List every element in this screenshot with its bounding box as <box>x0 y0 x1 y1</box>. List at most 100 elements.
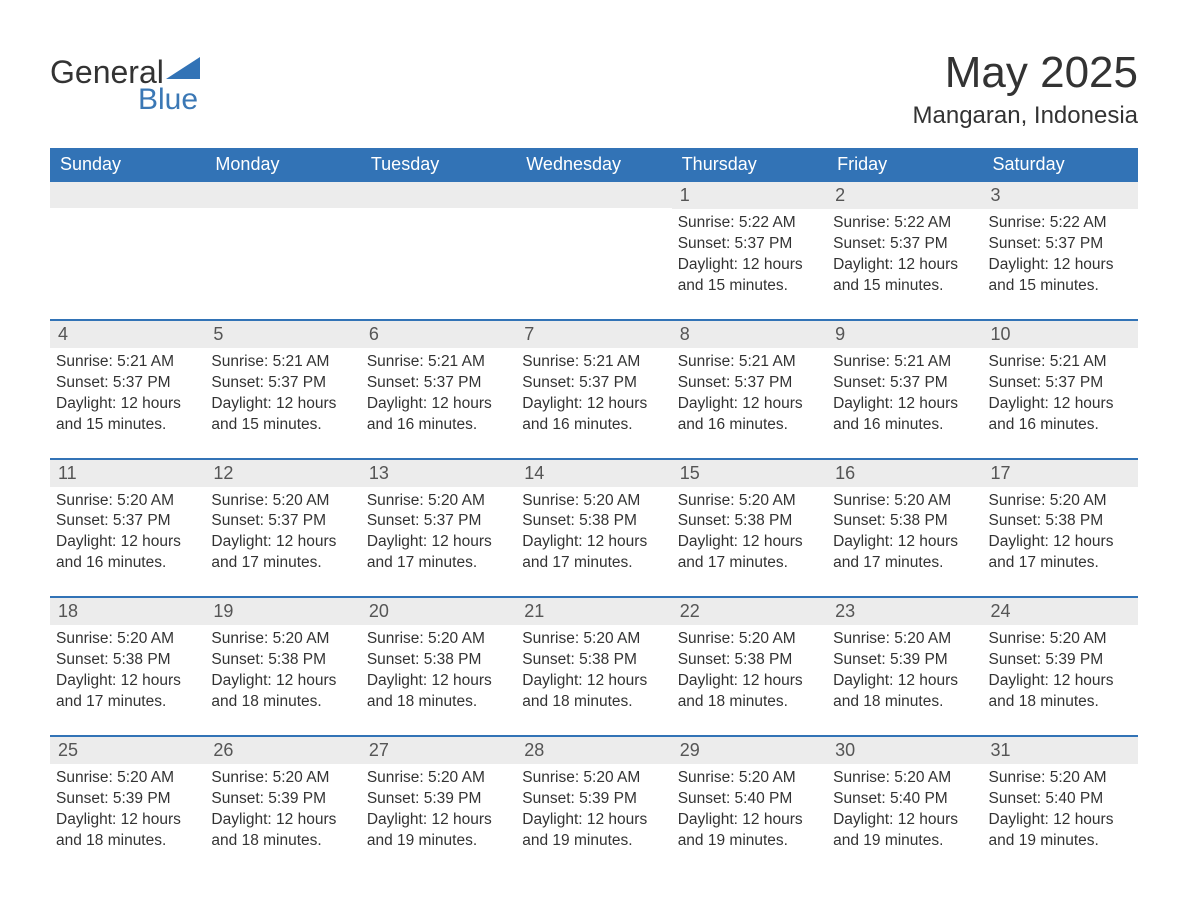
sunrise-line: Sunrise: 5:22 AM <box>989 213 1130 234</box>
day-number: 29 <box>672 737 827 764</box>
sunset-line: Sunset: 5:37 PM <box>56 373 197 394</box>
day-number: 22 <box>672 598 827 625</box>
brand-word2: Blue <box>50 83 200 117</box>
day-number: 16 <box>827 460 982 487</box>
day-cell <box>361 182 516 319</box>
day-body: Sunrise: 5:22 AMSunset: 5:37 PMDaylight:… <box>827 209 982 319</box>
day-body: Sunrise: 5:20 AMSunset: 5:38 PMDaylight:… <box>827 487 982 597</box>
sunrise-line: Sunrise: 5:20 AM <box>56 629 197 650</box>
sunrise-line: Sunrise: 5:20 AM <box>56 768 197 789</box>
daylight-line: Daylight: 12 hours and 17 minutes. <box>522 532 663 574</box>
brand-logo: General Blue <box>50 50 200 117</box>
day-body: Sunrise: 5:21 AMSunset: 5:37 PMDaylight:… <box>827 348 982 458</box>
sunrise-line: Sunrise: 5:20 AM <box>989 491 1130 512</box>
day-cell: 3Sunrise: 5:22 AMSunset: 5:37 PMDaylight… <box>983 182 1138 319</box>
day-cell <box>50 182 205 319</box>
daylight-line: Daylight: 12 hours and 17 minutes. <box>211 532 352 574</box>
sunset-line: Sunset: 5:37 PM <box>211 373 352 394</box>
sunrise-line: Sunrise: 5:20 AM <box>678 629 819 650</box>
day-number <box>205 182 360 208</box>
day-cell: 31Sunrise: 5:20 AMSunset: 5:40 PMDayligh… <box>983 737 1138 874</box>
daylight-line: Daylight: 12 hours and 16 minutes. <box>56 532 197 574</box>
sunset-line: Sunset: 5:39 PM <box>211 789 352 810</box>
day-body: Sunrise: 5:21 AMSunset: 5:37 PMDaylight:… <box>205 348 360 458</box>
day-cell: 5Sunrise: 5:21 AMSunset: 5:37 PMDaylight… <box>205 321 360 458</box>
sunset-line: Sunset: 5:38 PM <box>678 650 819 671</box>
header: General Blue May 2025 Mangaran, Indonesi… <box>50 50 1138 130</box>
sunset-line: Sunset: 5:38 PM <box>522 650 663 671</box>
daylight-line: Daylight: 12 hours and 18 minutes. <box>833 671 974 713</box>
day-cell: 8Sunrise: 5:21 AMSunset: 5:37 PMDaylight… <box>672 321 827 458</box>
dow-monday: Monday <box>205 148 360 182</box>
sunrise-line: Sunrise: 5:20 AM <box>211 629 352 650</box>
sunrise-line: Sunrise: 5:20 AM <box>522 629 663 650</box>
day-cell: 12Sunrise: 5:20 AMSunset: 5:37 PMDayligh… <box>205 460 360 597</box>
sunset-line: Sunset: 5:39 PM <box>989 650 1130 671</box>
dow-tuesday: Tuesday <box>361 148 516 182</box>
day-number: 3 <box>983 182 1138 209</box>
day-number: 5 <box>205 321 360 348</box>
sunset-line: Sunset: 5:39 PM <box>367 789 508 810</box>
day-body: Sunrise: 5:20 AMSunset: 5:38 PMDaylight:… <box>361 625 516 735</box>
day-body: Sunrise: 5:21 AMSunset: 5:37 PMDaylight:… <box>50 348 205 458</box>
daylight-line: Daylight: 12 hours and 17 minutes. <box>833 532 974 574</box>
week-row: 18Sunrise: 5:20 AMSunset: 5:38 PMDayligh… <box>50 596 1138 735</box>
daylight-line: Daylight: 12 hours and 15 minutes. <box>833 255 974 297</box>
day-body: Sunrise: 5:22 AMSunset: 5:37 PMDaylight:… <box>672 209 827 319</box>
day-number: 7 <box>516 321 671 348</box>
day-number: 10 <box>983 321 1138 348</box>
day-body: Sunrise: 5:20 AMSunset: 5:37 PMDaylight:… <box>361 487 516 597</box>
sunrise-line: Sunrise: 5:21 AM <box>678 352 819 373</box>
sunset-line: Sunset: 5:38 PM <box>522 511 663 532</box>
day-body: Sunrise: 5:20 AMSunset: 5:39 PMDaylight:… <box>983 625 1138 735</box>
sunrise-line: Sunrise: 5:20 AM <box>833 491 974 512</box>
sunrise-line: Sunrise: 5:20 AM <box>833 768 974 789</box>
day-number: 11 <box>50 460 205 487</box>
day-body: Sunrise: 5:20 AMSunset: 5:40 PMDaylight:… <box>672 764 827 874</box>
sunrise-line: Sunrise: 5:20 AM <box>56 491 197 512</box>
day-cell <box>205 182 360 319</box>
day-cell: 1Sunrise: 5:22 AMSunset: 5:37 PMDaylight… <box>672 182 827 319</box>
week-row: 11Sunrise: 5:20 AMSunset: 5:37 PMDayligh… <box>50 458 1138 597</box>
sunset-line: Sunset: 5:37 PM <box>367 373 508 394</box>
day-number: 26 <box>205 737 360 764</box>
daylight-line: Daylight: 12 hours and 19 minutes. <box>833 810 974 852</box>
day-body <box>205 208 360 316</box>
day-body: Sunrise: 5:20 AMSunset: 5:38 PMDaylight:… <box>672 487 827 597</box>
day-cell: 15Sunrise: 5:20 AMSunset: 5:38 PMDayligh… <box>672 460 827 597</box>
day-body <box>50 208 205 316</box>
day-body: Sunrise: 5:20 AMSunset: 5:38 PMDaylight:… <box>205 625 360 735</box>
sunset-line: Sunset: 5:37 PM <box>211 511 352 532</box>
dow-thursday: Thursday <box>672 148 827 182</box>
sunset-line: Sunset: 5:38 PM <box>56 650 197 671</box>
daylight-line: Daylight: 12 hours and 18 minutes. <box>211 671 352 713</box>
daylight-line: Daylight: 12 hours and 15 minutes. <box>989 255 1130 297</box>
daylight-line: Daylight: 12 hours and 18 minutes. <box>367 671 508 713</box>
day-number <box>50 182 205 208</box>
day-number: 25 <box>50 737 205 764</box>
day-number: 6 <box>361 321 516 348</box>
daylight-line: Daylight: 12 hours and 16 minutes. <box>522 394 663 436</box>
day-number: 9 <box>827 321 982 348</box>
calendar: Sunday Monday Tuesday Wednesday Thursday… <box>50 148 1138 873</box>
week-row: 4Sunrise: 5:21 AMSunset: 5:37 PMDaylight… <box>50 319 1138 458</box>
sunrise-line: Sunrise: 5:20 AM <box>989 768 1130 789</box>
day-body: Sunrise: 5:20 AMSunset: 5:37 PMDaylight:… <box>205 487 360 597</box>
day-number: 2 <box>827 182 982 209</box>
day-cell <box>516 182 671 319</box>
daylight-line: Daylight: 12 hours and 16 minutes. <box>989 394 1130 436</box>
day-cell: 4Sunrise: 5:21 AMSunset: 5:37 PMDaylight… <box>50 321 205 458</box>
daylight-line: Daylight: 12 hours and 17 minutes. <box>989 532 1130 574</box>
day-cell: 9Sunrise: 5:21 AMSunset: 5:37 PMDaylight… <box>827 321 982 458</box>
day-body: Sunrise: 5:20 AMSunset: 5:38 PMDaylight:… <box>516 625 671 735</box>
day-cell: 22Sunrise: 5:20 AMSunset: 5:38 PMDayligh… <box>672 598 827 735</box>
daylight-line: Daylight: 12 hours and 17 minutes. <box>678 532 819 574</box>
sunset-line: Sunset: 5:37 PM <box>833 234 974 255</box>
sunrise-line: Sunrise: 5:20 AM <box>367 491 508 512</box>
sunset-line: Sunset: 5:37 PM <box>56 511 197 532</box>
sunset-line: Sunset: 5:40 PM <box>678 789 819 810</box>
day-body: Sunrise: 5:20 AMSunset: 5:38 PMDaylight:… <box>983 487 1138 597</box>
sunrise-line: Sunrise: 5:21 AM <box>522 352 663 373</box>
daylight-line: Daylight: 12 hours and 15 minutes. <box>56 394 197 436</box>
day-number: 19 <box>205 598 360 625</box>
